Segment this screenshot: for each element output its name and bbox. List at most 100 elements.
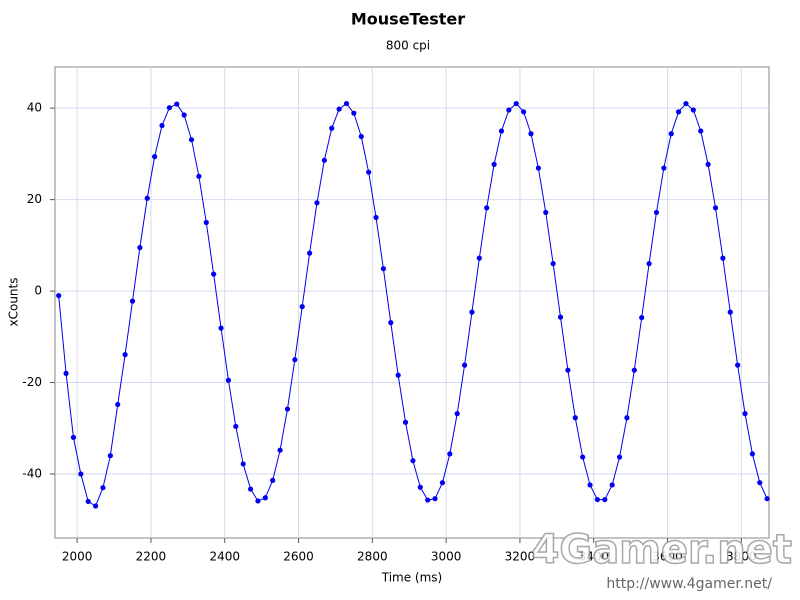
data-point <box>188 137 195 143</box>
data-point <box>366 169 372 175</box>
data-point <box>240 461 246 467</box>
data-point <box>550 261 556 267</box>
x-axis-label: Time (ms) <box>381 571 443 585</box>
chart-title: MouseTester <box>351 10 465 29</box>
data-point <box>742 411 748 417</box>
data-point <box>484 205 490 211</box>
data-point <box>299 304 305 310</box>
data-point <box>100 485 106 491</box>
data-point <box>351 110 357 116</box>
data-point <box>572 415 578 421</box>
data-point <box>380 266 387 272</box>
x-tick-label: 3000 <box>431 550 462 564</box>
data-point <box>631 367 637 373</box>
data-point <box>395 372 401 378</box>
data-point <box>653 209 660 216</box>
data-point <box>624 415 630 421</box>
data-point <box>78 471 84 477</box>
data-point <box>513 100 519 107</box>
x-tick-label: 2400 <box>209 550 240 564</box>
data-point <box>528 131 534 137</box>
data-point <box>498 128 505 134</box>
data-point <box>63 370 69 376</box>
data-point <box>720 255 726 261</box>
data-point <box>247 486 254 492</box>
data-point <box>491 161 497 168</box>
data-point <box>447 451 453 457</box>
data-point <box>203 219 209 226</box>
data-point <box>417 484 423 490</box>
data-point <box>661 165 667 171</box>
data-point <box>211 271 217 277</box>
y-tick-label: -40 <box>22 466 42 480</box>
y-tick-label: 20 <box>27 192 42 206</box>
x-tick-label: 2000 <box>62 550 93 564</box>
data-point <box>668 131 674 137</box>
data-point <box>543 209 549 216</box>
data-point <box>587 482 593 488</box>
data-point <box>181 112 187 118</box>
x-tick-label: 3600 <box>652 550 683 564</box>
data-point <box>616 454 623 460</box>
x-tick-label: 2600 <box>283 550 314 564</box>
data-point <box>461 362 468 368</box>
data-point <box>439 480 446 486</box>
data-point <box>469 309 475 315</box>
data-point <box>277 447 283 453</box>
watermark-url: http://www.4gamer.net/ <box>606 576 772 592</box>
data-point <box>594 496 601 503</box>
data-point <box>358 133 364 140</box>
data-point <box>284 406 291 412</box>
data-point <box>476 255 482 261</box>
data-point <box>735 362 741 368</box>
data-point <box>314 200 320 206</box>
data-point <box>373 214 379 221</box>
data-point <box>152 154 158 160</box>
data-point <box>580 454 586 460</box>
data-point <box>432 496 438 502</box>
x-tick-label: 3200 <box>505 550 536 564</box>
data-point <box>646 261 652 267</box>
data-point <box>174 101 180 107</box>
data-point <box>639 314 645 321</box>
data-point <box>137 245 143 251</box>
x-tick-label: 3400 <box>578 550 609 564</box>
data-point <box>565 367 571 373</box>
series-line <box>58 102 768 507</box>
y-tick-label: -20 <box>22 375 42 389</box>
data-point <box>92 503 99 509</box>
data-point <box>749 451 755 457</box>
data-point <box>388 320 394 326</box>
data-point <box>85 498 91 505</box>
y-tick-label: 0 <box>34 284 42 298</box>
data-point <box>602 496 608 503</box>
data-point <box>764 496 770 502</box>
data-point <box>70 434 77 440</box>
data-point <box>454 411 460 417</box>
data-point <box>336 106 342 112</box>
data-point <box>255 498 261 504</box>
data-point <box>757 480 763 486</box>
data-point <box>321 157 327 163</box>
data-point <box>705 161 711 168</box>
data-point <box>506 107 512 113</box>
data-point <box>144 195 150 201</box>
data-point <box>698 128 704 134</box>
data-point <box>107 453 113 459</box>
data-point <box>683 100 689 107</box>
data-point <box>166 105 172 111</box>
data-point <box>115 401 121 408</box>
data-point <box>225 377 232 383</box>
data-point <box>557 314 564 320</box>
data-point <box>270 477 276 483</box>
data-point <box>727 309 733 315</box>
chart-subtitle: 800 cpi <box>386 39 430 53</box>
data-point <box>129 298 136 304</box>
data-point <box>196 173 202 179</box>
data-point <box>329 125 335 131</box>
data-point <box>218 325 224 331</box>
data-point <box>343 100 350 107</box>
x-tick-label: 2800 <box>357 550 388 564</box>
plot-frame <box>54 66 770 539</box>
